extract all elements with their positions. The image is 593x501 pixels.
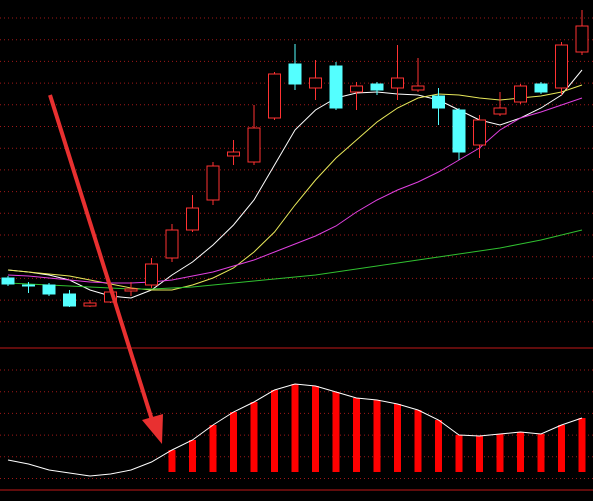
histogram-bar: [476, 436, 483, 472]
candle-body: [268, 73, 281, 119]
candle-body: [309, 77, 322, 89]
histogram-bar: [373, 400, 381, 472]
histogram-bar: [517, 432, 524, 472]
histogram-bar: [250, 402, 258, 472]
candle-body: [206, 165, 220, 201]
arrow-shaft: [48, 94, 154, 421]
indicator-line: [7, 84, 583, 291]
annotation-arrow: [48, 94, 163, 444]
candle-body: [63, 293, 76, 307]
histogram-bar: [332, 392, 340, 472]
arrow-head: [142, 414, 163, 444]
histogram-bar: [414, 410, 422, 472]
indicator-line: [7, 69, 583, 299]
candle-body: [452, 109, 466, 153]
candle-body: [83, 302, 97, 307]
candle-body: [1, 277, 15, 285]
candle-body: [186, 207, 199, 231]
indicator-line: [7, 97, 583, 284]
histogram-bar: [230, 412, 237, 472]
histogram-bar: [353, 398, 360, 472]
candle-body: [165, 229, 179, 259]
candle-body: [227, 151, 240, 157]
histogram-bar: [578, 418, 586, 472]
indicator-line: [7, 229, 583, 290]
candle-body: [555, 44, 568, 89]
candle-body: [534, 83, 548, 93]
histogram-bar: [435, 420, 442, 472]
histogram-bar: [271, 390, 278, 472]
candle-body: [493, 107, 507, 115]
candle-body: [124, 288, 138, 292]
indicator-line: [7, 383, 583, 477]
candle-body: [329, 65, 343, 109]
candle-body: [288, 63, 302, 85]
candle-body: [247, 127, 261, 163]
candle-body: [42, 284, 56, 295]
candle-body: [350, 85, 363, 93]
candle-body: [473, 119, 486, 146]
candle-body: [145, 263, 158, 286]
candle-body: [22, 284, 35, 287]
histogram-bar: [394, 404, 401, 472]
histogram-bar: [312, 386, 319, 472]
candle-body: [391, 77, 404, 89]
plots: [1, 10, 589, 477]
histogram-bar: [496, 434, 504, 472]
histogram-bar: [455, 435, 463, 472]
candle-body: [432, 95, 445, 109]
histogram-bar: [537, 434, 545, 472]
candle-body: [514, 85, 527, 103]
candle-body: [575, 25, 589, 53]
candle-body: [411, 85, 425, 91]
histogram-bar: [291, 384, 299, 472]
histogram-bar: [558, 425, 565, 472]
histogram-bar: [168, 450, 176, 472]
candle-body: [370, 83, 384, 91]
histogram-bar: [209, 425, 217, 472]
histogram-bar: [189, 440, 196, 472]
